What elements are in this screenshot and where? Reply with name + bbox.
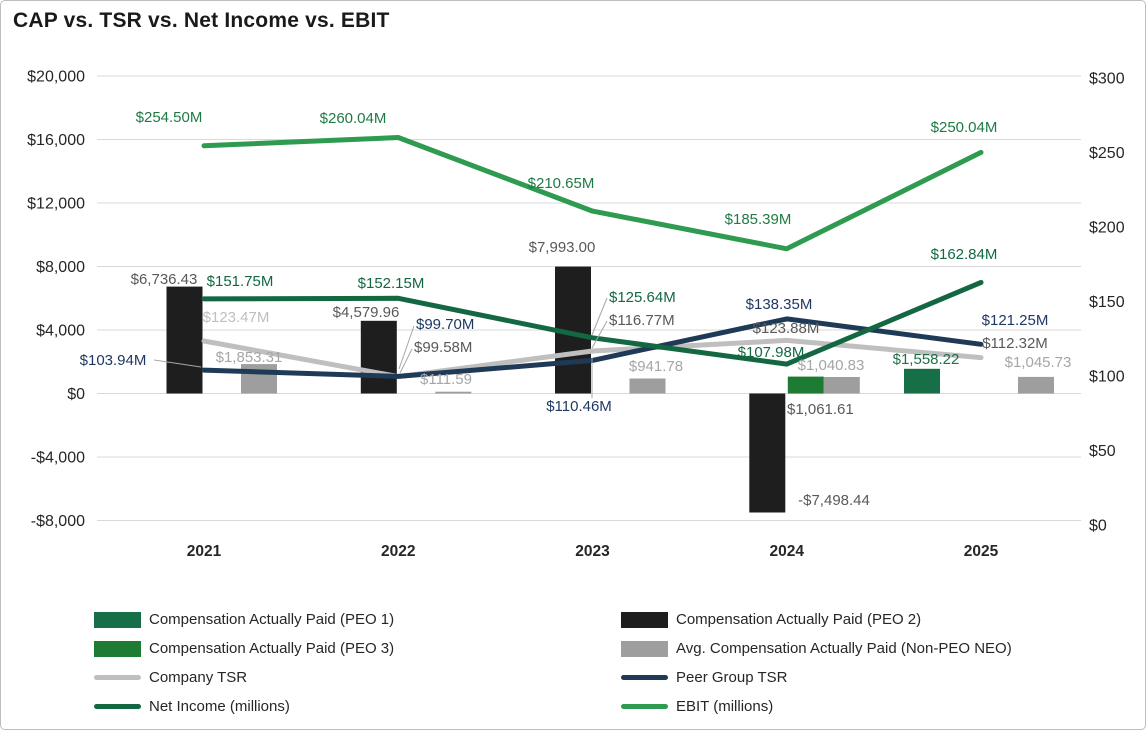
data-label: $112.32M (982, 335, 1048, 352)
data-label: $1,040.83 (798, 357, 865, 374)
bar-peo2-2022 (360, 320, 397, 394)
bar-peo2-2021 (166, 286, 203, 394)
data-label: $1,045.73 (1005, 354, 1072, 371)
legend-item-company-tsr: Company TSR (94, 663, 394, 692)
x-axis-year-label: 2025 (964, 543, 999, 560)
data-label: $1,558.22 (893, 351, 960, 368)
right-axis-tick-label: $0 (1089, 518, 1107, 535)
line-net-income (201, 279, 984, 367)
bar-nonpeo-2022 (435, 391, 472, 394)
data-label: $185.39M (725, 211, 792, 228)
label-leader-line (153, 359, 202, 368)
right-axis-tick-label: $250 (1089, 145, 1125, 162)
x-axis-year-label: 2024 (770, 543, 805, 560)
label-leader-line (591, 297, 608, 336)
right-axis-tick-label: $150 (1089, 294, 1125, 311)
left-axis-tick-label: $8,000 (36, 259, 85, 276)
data-label: $162.84M (931, 246, 998, 263)
legend-item-peo1: Compensation Actually Paid (PEO 1) (94, 605, 394, 634)
line-ebit (201, 135, 984, 252)
data-label: $138.35M (746, 296, 813, 313)
label-leader-line (399, 348, 413, 374)
x-axis-year-label: 2022 (381, 543, 415, 560)
legend-item-ebit: EBIT (millions) (621, 692, 1012, 721)
data-label: $111.59 (420, 371, 472, 388)
data-label: $250.04M (931, 119, 998, 136)
left-axis-tick-label: -$8,000 (31, 513, 85, 530)
data-label: $210.65M (528, 175, 595, 192)
legend-label: Company TSR (149, 669, 248, 686)
data-label: $107.98M (738, 344, 805, 361)
data-label: $123.88M (753, 320, 820, 337)
data-label: $152.15M (358, 275, 425, 292)
data-label: -$7,498.44 (798, 492, 870, 509)
x-axis-year-label: 2021 (187, 543, 222, 560)
data-label: $125.64M (609, 289, 676, 306)
legend-item-peo2: Compensation Actually Paid (PEO 2) (621, 605, 1012, 634)
legend-column: Compensation Actually Paid (PEO 2) Avg. C… (621, 605, 1012, 721)
bar-peo1-2025 (904, 368, 940, 394)
bar-peo2-2024 (749, 393, 786, 513)
legend-line-swatch-icon (94, 704, 141, 709)
legend-item-peer-tsr: Peer Group TSR (621, 663, 1012, 692)
chart-title: CAP vs. TSR vs. Net Income vs. EBIT (13, 9, 390, 32)
legend-bar-swatch-icon (621, 611, 668, 628)
legend-column: Compensation Actually Paid (PEO 1) Compen… (94, 605, 394, 721)
legend-item-peo3: Compensation Actually Paid (PEO 3) (94, 634, 394, 663)
data-label: $1,853.31 (216, 349, 283, 366)
data-label: $123.47M (203, 309, 270, 326)
legend-label: Compensation Actually Paid (PEO 1) (149, 611, 395, 628)
legend-line-swatch-icon (621, 675, 668, 680)
left-axis-tick-label: $4,000 (36, 323, 85, 340)
legend-bar-swatch-icon (94, 611, 141, 628)
data-label: $116.77M (609, 312, 675, 329)
legend-label: Avg. Compensation Actually Paid (Non-PEO… (676, 640, 1012, 657)
data-label: $151.75M (207, 273, 274, 290)
right-axis-tick-label: $50 (1089, 443, 1116, 460)
data-label: $103.94M (80, 352, 147, 369)
legend-item-net-income: Net Income (millions) (94, 692, 394, 721)
bar-nonpeo-2024 (823, 377, 860, 394)
legend-label: Net Income (millions) (149, 698, 290, 715)
data-label: $1,061.61 (787, 401, 854, 418)
left-axis-tick-label: $20,000 (27, 69, 85, 86)
right-axis-tick-label: $100 (1089, 369, 1125, 386)
bar-nonpeo-2021 (241, 364, 277, 394)
left-axis-tick-label: $16,000 (27, 132, 85, 149)
legend-label: Compensation Actually Paid (PEO 3) (149, 640, 395, 657)
legend-bar-swatch-icon (621, 640, 668, 657)
data-label: $99.58M (414, 339, 472, 356)
left-axis-tick-label: $0 (67, 386, 85, 403)
chart-legend: Compensation Actually Paid (PEO 1) Compen… (1, 605, 1145, 725)
data-label: $7,993.00 (529, 239, 596, 256)
data-label: $6,736.43 (131, 271, 198, 288)
label-leader-line (398, 325, 415, 370)
bar-peo3-2024 (787, 376, 824, 394)
data-label: $260.04M (320, 110, 387, 127)
label-leader-line (591, 320, 608, 349)
legend-label: Peer Group TSR (676, 669, 788, 686)
data-label: $110.46M (546, 398, 612, 415)
legend-label: EBIT (millions) (676, 698, 774, 715)
data-label: $254.50M (136, 109, 203, 126)
data-label: $99.70M (416, 316, 474, 333)
bar-nonpeo-2023 (629, 378, 666, 394)
legend-line-swatch-icon (621, 704, 668, 709)
left-axis-tick-label: $12,000 (27, 196, 85, 213)
x-axis-year-label: 2023 (575, 543, 610, 560)
legend-item-nonpeo: Avg. Compensation Actually Paid (Non-PEO… (621, 634, 1012, 663)
line-company-tsr (201, 337, 984, 380)
legend-bar-swatch-icon (94, 640, 141, 657)
legend-label: Compensation Actually Paid (PEO 2) (676, 611, 922, 628)
right-axis-tick-label: $300 (1089, 71, 1125, 88)
right-axis-tick-label: $200 (1089, 220, 1125, 237)
bar-nonpeo-2025 (1018, 376, 1054, 394)
data-label: $941.78 (629, 358, 683, 375)
left-axis-tick-label: -$4,000 (31, 450, 85, 467)
data-label: $4,579.96 (333, 304, 400, 321)
legend-line-swatch-icon (94, 675, 141, 680)
data-label: $121.25M (982, 312, 1049, 329)
